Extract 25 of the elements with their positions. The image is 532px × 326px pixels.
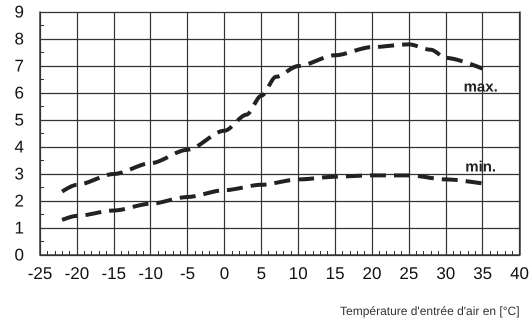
x-tick-label: 30 <box>436 264 456 283</box>
x-tick-label: 0 <box>220 264 230 283</box>
y-tick-label: 0 <box>14 246 24 264</box>
x-tick-label: 25 <box>399 264 418 283</box>
x-tick-label: -5 <box>180 264 196 283</box>
y-tick-label: 6 <box>14 84 24 102</box>
y-tick-label: 4 <box>14 138 24 156</box>
y-tick-label: 2 <box>14 192 24 210</box>
x-tick-label: -25 <box>28 264 52 283</box>
y-tick-label: 8 <box>14 30 24 48</box>
x-tick-label: -20 <box>64 264 90 283</box>
x-tick-label: 10 <box>288 264 308 283</box>
x-tick-label: 40 <box>510 264 530 283</box>
x-tick-label: -15 <box>101 264 126 283</box>
x-tick-label: 15 <box>326 264 345 283</box>
x-tick-label: 20 <box>362 264 382 283</box>
y-tick-label: 9 <box>14 2 24 22</box>
x-tick-label: -10 <box>138 264 163 283</box>
x-tick-label: 35 <box>473 264 492 283</box>
y-tick-label: 1 <box>14 218 24 238</box>
y-tick-label: 7 <box>14 56 24 76</box>
y-tick-label: 5 <box>14 110 24 130</box>
x-axis-title: Température d'entrée d'air en [°C] <box>340 304 520 318</box>
y-tick-label: 3 <box>14 164 24 184</box>
x-tick-label: 5 <box>256 264 266 283</box>
